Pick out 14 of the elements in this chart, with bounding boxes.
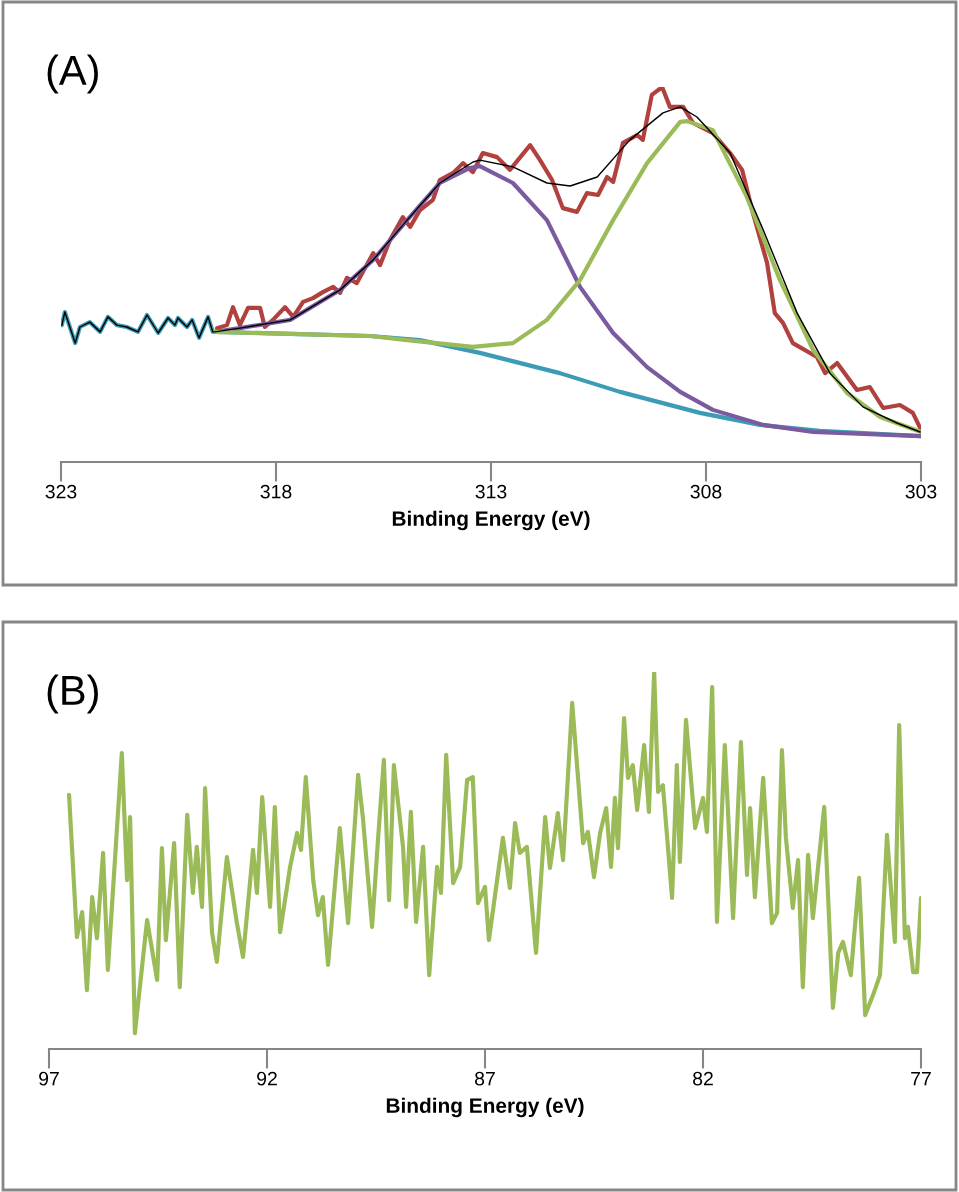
x-axis-title: Binding Energy (eV) — [392, 510, 590, 531]
x-tick-label: 318 — [260, 484, 292, 499]
x-tick-label: 97 — [39, 1071, 59, 1086]
x-tick-label: 87 — [475, 1071, 495, 1086]
x-tick-label: 77 — [911, 1071, 931, 1086]
x-tick-label: 313 — [475, 484, 507, 499]
chart-title: (A) — [47, 54, 98, 94]
x-tick-label: 323 — [45, 484, 77, 499]
x-tick-label: 92 — [257, 1071, 277, 1086]
x-axis-title: Binding Energy (eV) — [386, 1097, 584, 1118]
chart-title: (B) — [47, 674, 98, 714]
x-tick-label: 308 — [690, 484, 722, 499]
x-tick-label: 82 — [693, 1071, 713, 1086]
x-tick-label: 303 — [905, 484, 937, 499]
